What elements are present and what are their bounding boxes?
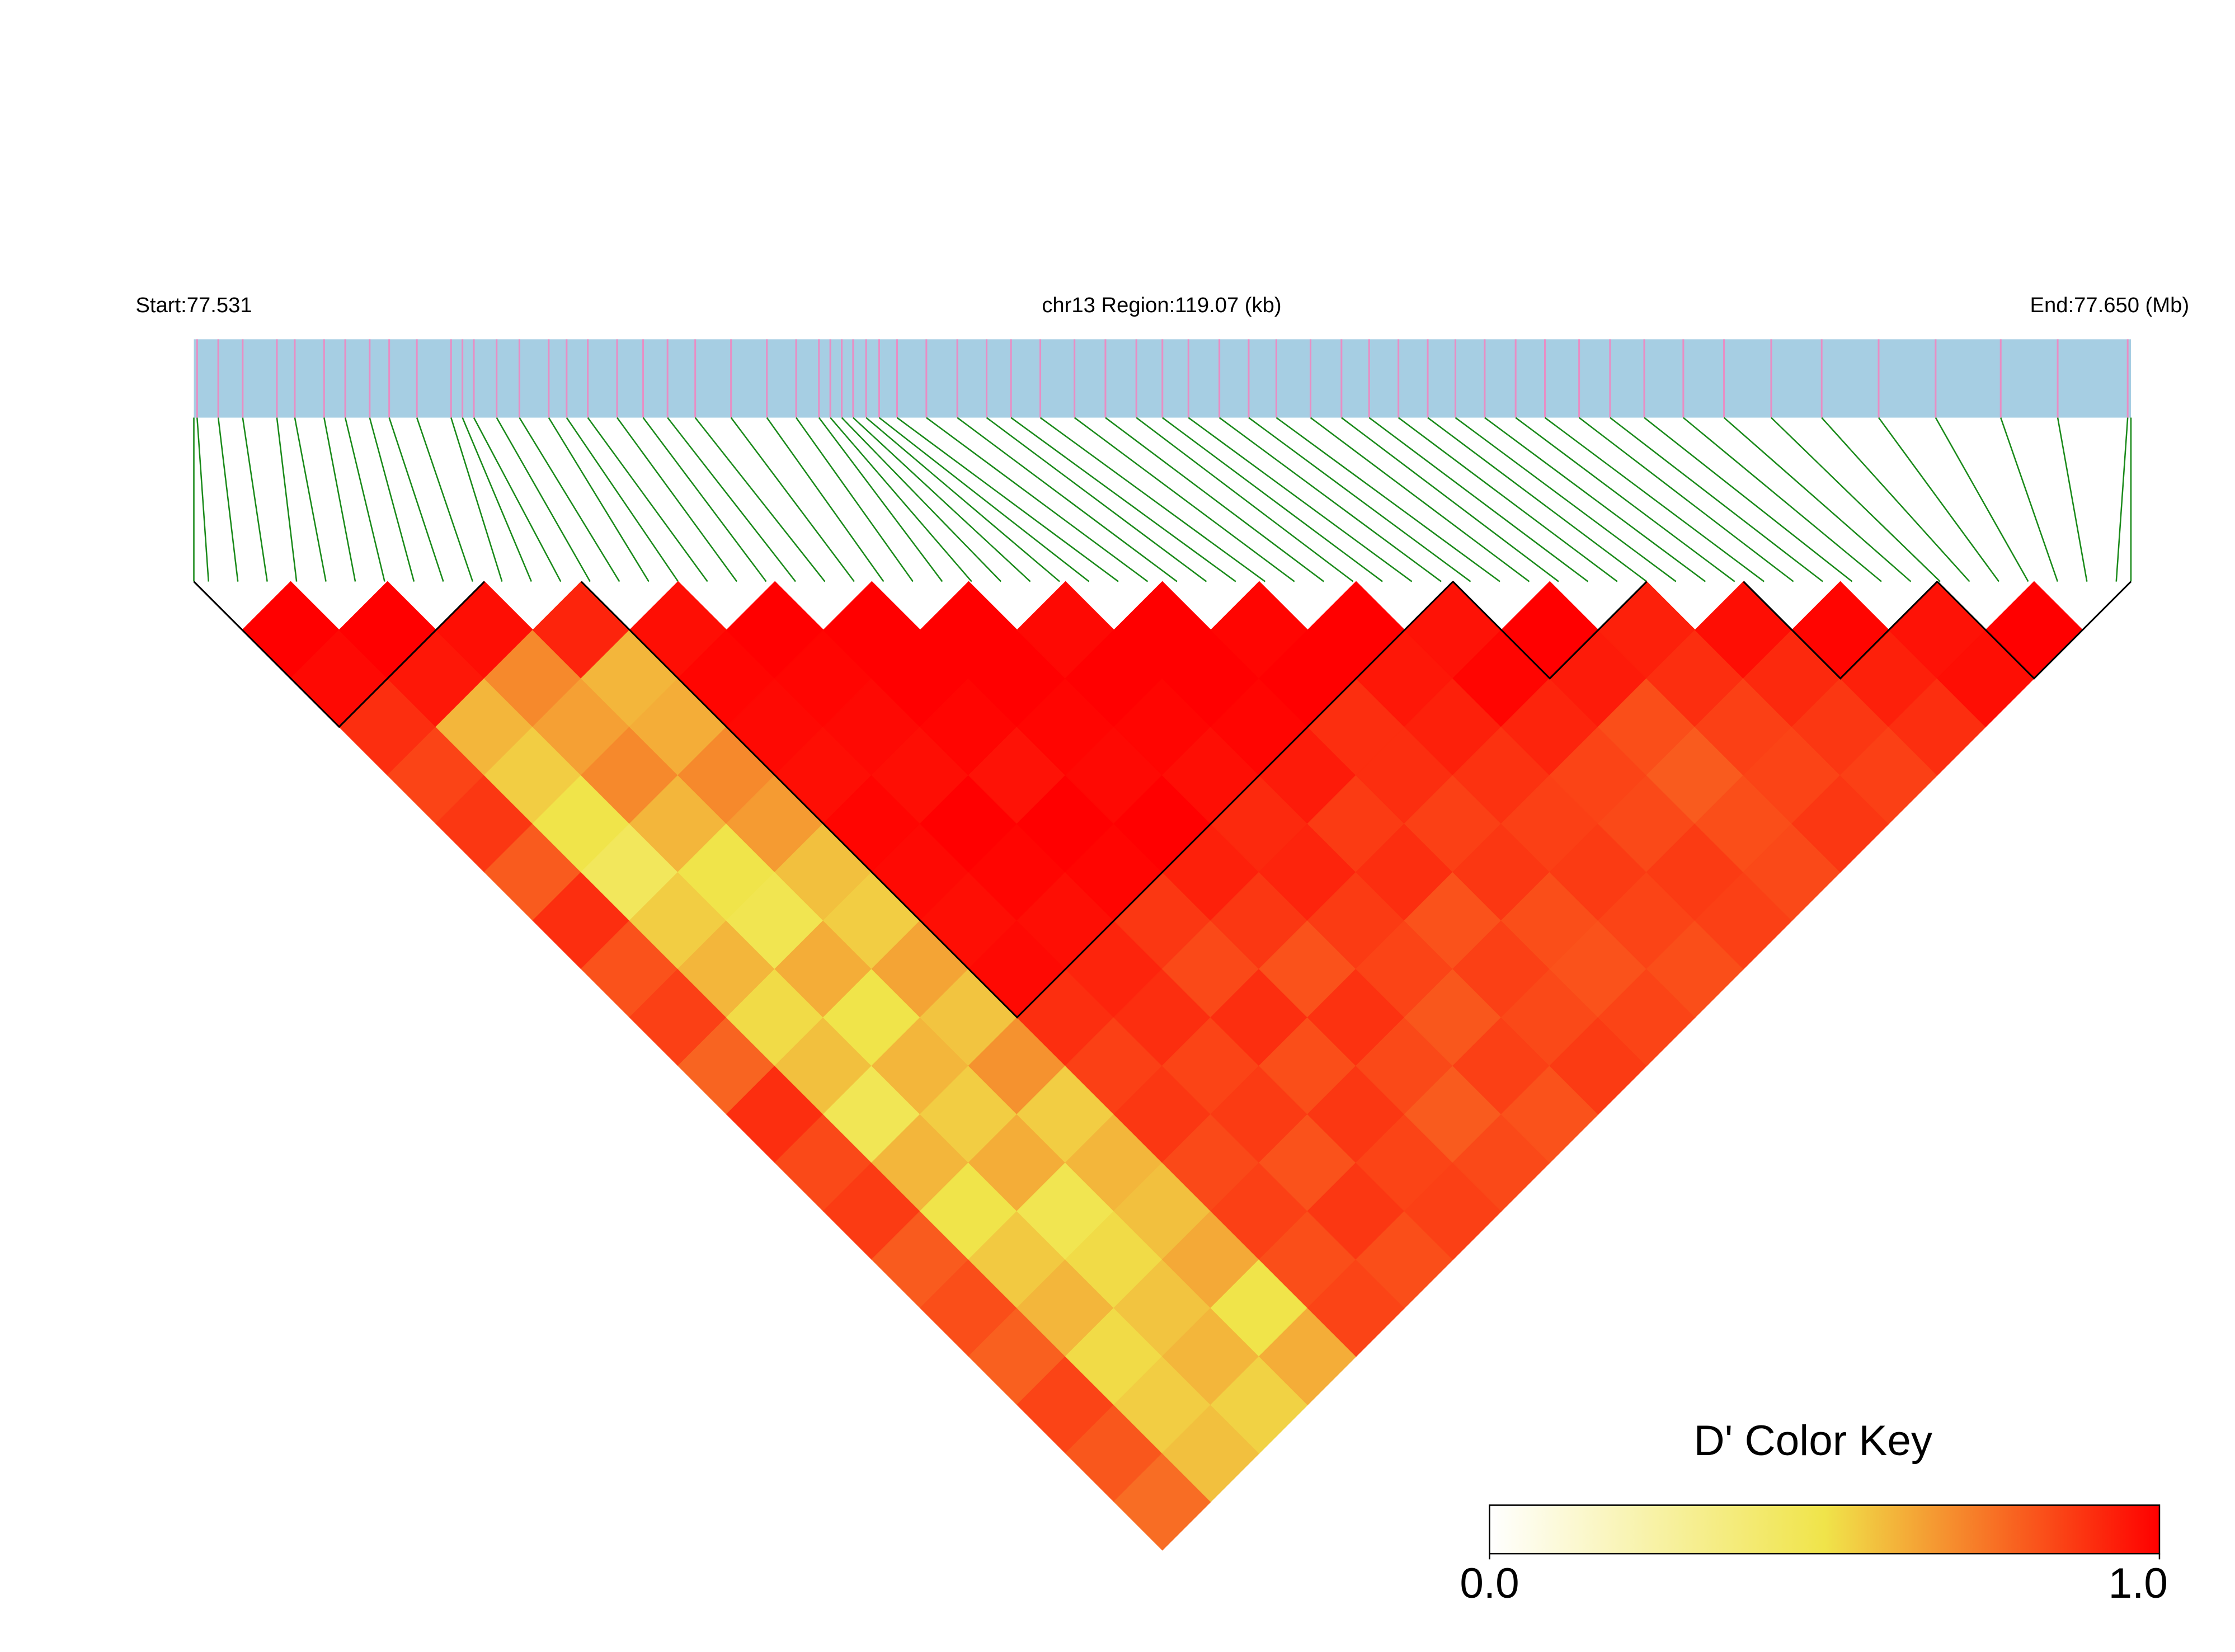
ld-block xyxy=(193,581,485,728)
snp-link xyxy=(1039,417,1266,582)
snp-link xyxy=(1644,417,1853,582)
snp-link xyxy=(388,417,444,582)
snp-link xyxy=(294,417,327,582)
snp-link xyxy=(841,417,1002,582)
snp-link xyxy=(1821,417,1970,582)
snp-link xyxy=(548,417,650,582)
snp-link xyxy=(1310,417,1530,582)
snp-link xyxy=(2057,417,2088,582)
snp-link xyxy=(865,417,1060,582)
snp-link xyxy=(853,417,1031,582)
snp-link xyxy=(1610,417,1823,582)
snp-link xyxy=(957,417,1178,582)
snp-link xyxy=(1455,417,1677,582)
snp-link xyxy=(1368,417,1589,582)
snp-link xyxy=(587,417,708,582)
snp-link xyxy=(1771,417,1941,582)
snp-link xyxy=(1515,417,1735,582)
snp-link xyxy=(878,417,1090,582)
snp-link xyxy=(2000,417,2059,582)
snp-link xyxy=(896,417,1119,582)
snp-link xyxy=(217,417,239,582)
snp-link xyxy=(1341,417,1559,582)
snp-link xyxy=(196,417,210,582)
ld-block xyxy=(580,581,1454,1019)
key-tick-label: 0.0 xyxy=(1460,1560,1519,1607)
snp-link xyxy=(566,417,679,582)
snp-link xyxy=(242,417,268,582)
snp-link xyxy=(1248,417,1471,582)
snp-link xyxy=(1136,417,1354,582)
snp-link xyxy=(642,417,767,582)
snp-link xyxy=(730,417,855,582)
key-title: D' Color Key xyxy=(1694,1417,1933,1465)
snp-link xyxy=(1578,417,1794,582)
snp-link xyxy=(1935,417,2029,582)
snp-link xyxy=(1105,417,1325,582)
snp-link xyxy=(667,417,796,582)
snp-link xyxy=(519,417,620,582)
snp-link xyxy=(926,417,1149,582)
key-tick-label: 1.0 xyxy=(2109,1560,2168,1607)
color-key xyxy=(1489,1504,2161,1555)
end-label: End:77.650 (Mb) xyxy=(2030,293,2190,317)
snp-link xyxy=(1427,417,1648,582)
snp-link xyxy=(1218,417,1442,582)
region-label: chr13 Region:119.07 (kb) xyxy=(1042,293,1281,317)
snp-link xyxy=(416,417,474,582)
snp-link xyxy=(694,417,826,582)
snp-link xyxy=(1074,417,1295,582)
snp-link xyxy=(830,417,972,582)
heatmap xyxy=(242,581,2083,1551)
snp-link xyxy=(1683,417,1882,582)
snp-link xyxy=(1878,417,1999,582)
snp-link xyxy=(462,417,532,582)
snp-link xyxy=(986,417,1207,582)
snp-link xyxy=(496,417,591,582)
snp-link xyxy=(369,417,415,582)
ld-block xyxy=(1452,581,1648,680)
snp-link xyxy=(1544,417,1765,582)
snp-link xyxy=(450,417,503,582)
snp-link xyxy=(818,417,943,582)
snp-link xyxy=(323,417,356,582)
snp-link xyxy=(1723,417,1912,582)
snp-link xyxy=(344,417,385,582)
snp-link xyxy=(1188,417,1413,582)
snp-link xyxy=(1010,417,1236,582)
snp-link xyxy=(1484,417,1706,582)
snp-link xyxy=(766,417,884,582)
snp-link xyxy=(1276,417,1500,582)
ld-block xyxy=(1743,581,1938,680)
snp-link xyxy=(473,417,562,582)
snp-link xyxy=(796,417,914,582)
ld-block xyxy=(1936,581,2132,680)
snp-link xyxy=(1161,417,1383,582)
snp-link xyxy=(616,417,738,582)
snp-link xyxy=(1398,417,1618,582)
snp-link xyxy=(2115,417,2129,582)
start-label: Start:77.531 xyxy=(135,293,252,317)
snp-link xyxy=(276,417,298,582)
